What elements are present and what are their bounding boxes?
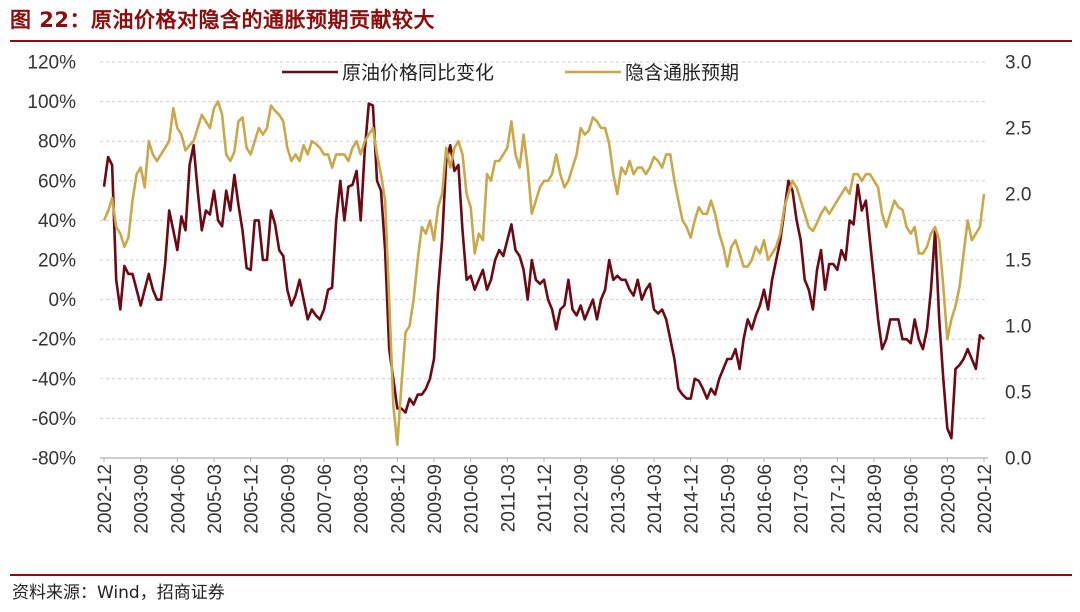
legend-label: 原油价格同比变化 [342, 62, 494, 84]
x-tick-label: 2020-03 [938, 464, 959, 534]
x-tick-label: 2017-03 [792, 464, 813, 534]
y-right-tick-label: 1.0 [1005, 317, 1031, 338]
legend: 原油价格同比变化 隐含通胀预期 [282, 62, 739, 84]
x-tick-label: 2011-12 [535, 464, 556, 532]
title-rule [10, 40, 1072, 42]
y-left-tick-label: 80% [38, 132, 76, 153]
y-right-tick-label: 3.0 [1005, 53, 1031, 74]
y-right-tick-label: 0.5 [1005, 383, 1031, 404]
y-left-tick-label: -80% [32, 449, 76, 470]
y-left-tick-label: 120% [27, 53, 76, 74]
x-tick-label: 2006-09 [278, 464, 299, 534]
chart-title: 图 22：原油价格对隐含的通胀预期贡献较大 [10, 8, 436, 32]
y-left-tick-label: 40% [38, 211, 76, 232]
x-tick-label: 2002-12 [95, 464, 116, 534]
x-tick-label: 2005-12 [242, 464, 263, 534]
y-left-tick-label: -40% [32, 369, 76, 390]
x-tick-label: 2012-09 [572, 464, 593, 534]
x-tick-label: 2019-06 [902, 464, 923, 534]
y-right-tick-label: 0.0 [1005, 449, 1031, 470]
x-tick-label: 2015-09 [718, 464, 739, 534]
x-tick-label: 2017-12 [828, 464, 849, 534]
x-tick-label: 2009-09 [425, 464, 446, 534]
y-left-tick-label: -20% [32, 330, 76, 351]
series-line-oil-yoy [102, 102, 985, 440]
y-left-tick-label: 60% [38, 171, 76, 192]
x-ticks: 2002-12 2003-09 2004-06 2005-03 2005-12 2006-… [95, 458, 996, 534]
y-right-tick-label: 2.0 [1005, 185, 1031, 206]
x-tick-label: 2014-03 [645, 464, 666, 534]
x-tick-label: 2018-09 [865, 464, 886, 534]
x-tick-label: 2004-06 [168, 464, 189, 534]
y-left-tick-label: 20% [38, 251, 76, 272]
footer-rule [10, 574, 1072, 576]
chart-area: -80% -60% -40% -20% 0% 20% 40% 60% 80% 100% 120% 0… [27, 53, 1031, 534]
legend-label: 隐含通胀预期 [625, 62, 739, 84]
x-tick-label: 2007-06 [315, 464, 336, 534]
x-tick-label: 2003-09 [132, 464, 153, 534]
series-lines [102, 100, 986, 447]
x-tick-label: 2011-03 [498, 464, 519, 532]
x-tick-label: 2008-12 [388, 464, 409, 534]
y-right-tick-label: 2.5 [1005, 119, 1031, 140]
y-left-tick-label: 0% [49, 290, 77, 311]
x-tick-label: 2005-03 [205, 464, 226, 534]
y-right-tick-label: 1.5 [1005, 251, 1031, 272]
x-tick-label: 2014-12 [682, 464, 703, 534]
x-tick-label: 2008-03 [352, 464, 373, 534]
gridlines [100, 61, 988, 419]
x-tick-label: 2020-12 [975, 464, 996, 534]
x-tick-label: 2013-06 [608, 464, 629, 534]
x-tick-label: 2016-06 [755, 464, 776, 534]
y-right-ticks: 0.0 0.5 1.0 1.5 2.0 2.5 3.0 [1005, 53, 1031, 470]
source-note: 资料来源：Wind，招商证券 [12, 583, 225, 603]
y-left-ticks: -80% -60% -40% -20% 0% 20% 40% 60% 80% 100% 120% [27, 53, 76, 470]
y-left-tick-label: -60% [32, 409, 76, 430]
x-tick-label: 2010-06 [462, 464, 483, 534]
y-left-tick-label: 100% [27, 92, 76, 113]
series-line-inflation-expectation [102, 100, 986, 447]
